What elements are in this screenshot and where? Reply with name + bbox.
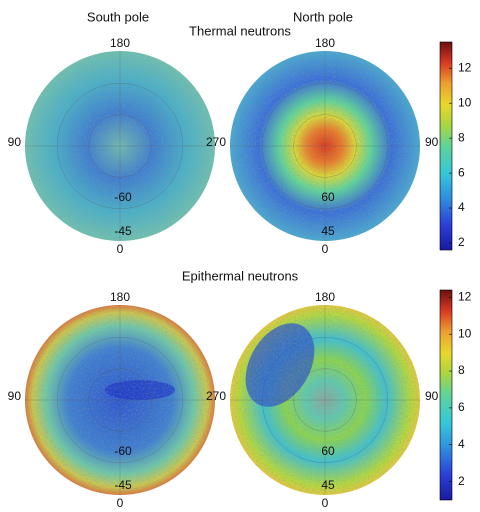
panel-title: Epithermal neutrons (182, 268, 299, 283)
colorbar (439, 41, 453, 251)
colorbar-tick-label: 10 (458, 326, 472, 340)
colorbar-tick-label: 6 (458, 400, 465, 414)
longitude-label: 0 (322, 242, 329, 256)
colorbar-tick-label: 6 (458, 165, 465, 179)
longitude-label: 180 (110, 36, 130, 50)
longitude-label: 270 (206, 389, 226, 403)
longitude-label: 180 (315, 36, 335, 50)
latitude-label: 45 (321, 224, 335, 238)
latitude-label: -45 (114, 224, 132, 238)
colorbar-tick-label: 12 (458, 60, 472, 74)
longitude-label: 180 (315, 290, 335, 304)
latitude-label: -45 (114, 478, 132, 492)
column-title: South pole (87, 9, 149, 24)
longitude-label: 270 (206, 135, 226, 149)
colorbar-tick-label: 10 (458, 95, 472, 109)
latitude-label: 60 (321, 190, 335, 204)
latitude-label: -60 (114, 190, 132, 204)
latitude-label: 45 (321, 478, 335, 492)
longitude-label: 90 (8, 389, 22, 403)
longitude-label: 0 (322, 496, 329, 510)
longitude-label: 180 (110, 290, 130, 304)
latitude-label: 60 (321, 444, 335, 458)
longitude-label: 90 (425, 135, 439, 149)
colorbar-tick-label: 4 (458, 437, 465, 451)
longitude-label: 90 (425, 389, 439, 403)
panel-title: Thermal neutrons (189, 23, 291, 38)
colorbar-tick-label: 12 (458, 290, 472, 304)
colorbar (439, 289, 453, 501)
colorbar-tick-label: 8 (458, 363, 465, 377)
column-title: North pole (293, 9, 353, 24)
longitude-label: 0 (117, 496, 124, 510)
colorbar-tick-label: 2 (458, 235, 465, 249)
colorbar-tick-label: 2 (458, 474, 465, 488)
longitude-label: 90 (8, 135, 22, 149)
colorbar-tick-label: 8 (458, 130, 465, 144)
latitude-label: -60 (114, 444, 132, 458)
longitude-label: 0 (117, 242, 124, 256)
colorbar-tick-label: 4 (458, 200, 465, 214)
